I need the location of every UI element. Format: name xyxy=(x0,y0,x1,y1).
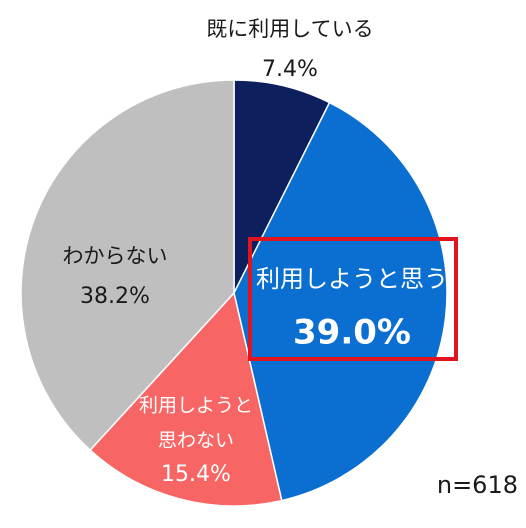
slice-label-text: わからない xyxy=(63,244,168,268)
pie-slices xyxy=(20,79,448,507)
slice-value-label: 38.2% xyxy=(80,284,150,309)
slice-4 xyxy=(20,79,235,452)
slice-2 xyxy=(233,101,448,502)
slice-value-label: 15.4% xyxy=(161,462,231,487)
highlight-box xyxy=(248,237,458,361)
slice-label-text: 利用しようと思う xyxy=(256,265,448,293)
slice-2-label: 利用しようと思う 39.0% xyxy=(248,237,458,361)
slice-value-label: 39.0% xyxy=(293,313,411,353)
slice-value-label: 7.4% xyxy=(262,57,318,82)
slice-label-text: 思わない xyxy=(158,430,234,452)
slice-label-text: 既に利用している xyxy=(206,17,373,41)
slice-4-label: わからない 38.2% xyxy=(63,244,168,309)
slice-3 xyxy=(89,291,283,507)
slice-label-text: 利用しようと xyxy=(139,395,253,417)
slice-1-label: 既に利用している 7.4% xyxy=(206,17,373,82)
sample-size-note: n=618 xyxy=(437,471,518,499)
